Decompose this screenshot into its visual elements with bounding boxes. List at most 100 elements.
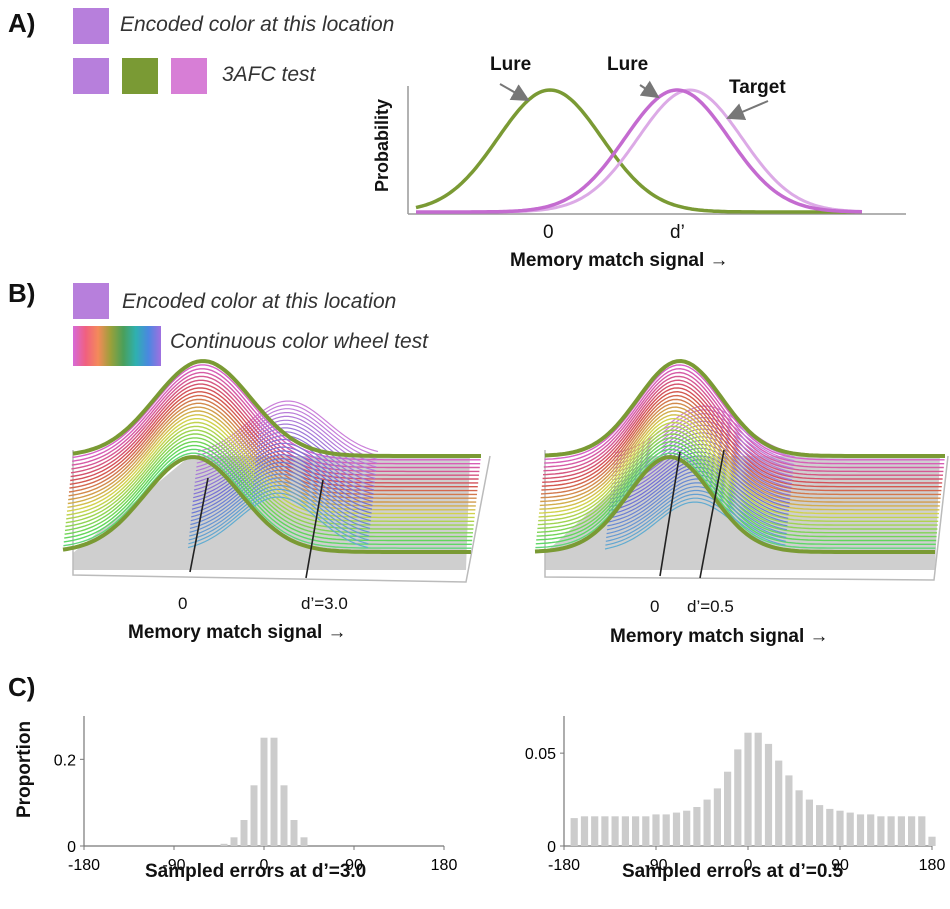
b-left-tick-0: 0 [178, 594, 188, 613]
histogram-bar [795, 790, 803, 846]
histogram-bar [816, 805, 824, 846]
target-strand [191, 465, 372, 518]
histogram-bar [897, 816, 905, 846]
target-strand [188, 492, 369, 545]
histogram-bar [280, 785, 288, 846]
histogram-bar [754, 732, 762, 846]
ribbon-strand [70, 387, 479, 484]
b-right-tick-d: d’=0.5 [687, 597, 734, 616]
histogram-bar [220, 843, 228, 846]
ribbon-strand [63, 448, 472, 545]
ribbon-strand [70, 383, 479, 480]
x-tick-label: -180 [548, 857, 580, 874]
lure-curve-green [415, 88, 862, 214]
panel-a-xlabel: Memory match signal → [510, 250, 729, 271]
ribbon-strand [67, 410, 476, 507]
histogram-d05: -180 -90 0 90 180 0 0.05 [525, 716, 946, 874]
histogram-bar [632, 816, 640, 846]
panel-a-tick-d: d’ [670, 222, 685, 243]
panel-b-label: B) [8, 278, 36, 308]
ribbon-strand [69, 391, 478, 488]
target-strand [197, 400, 379, 453]
target-strand [191, 461, 372, 514]
target-strand [195, 419, 377, 472]
back-edge [72, 359, 481, 458]
lure-right-label: Lure [607, 54, 649, 75]
x-tick-label: 180 [431, 857, 458, 874]
histogram-bar [250, 785, 258, 846]
histogram-bar [290, 820, 298, 846]
color-wheel-swatch [73, 326, 161, 366]
color-wheel-test-label: Continuous color wheel test [170, 330, 428, 353]
histogram-bar [703, 799, 711, 846]
target-strand [189, 477, 371, 529]
lure-curve-purple [416, 88, 862, 214]
histogram-bar [734, 749, 742, 846]
histogram-bar [642, 816, 650, 846]
x-tick-label: -180 [68, 857, 100, 874]
test-swatch-purple [73, 58, 109, 94]
target-strand [196, 412, 377, 464]
ribbon-strand [68, 406, 477, 503]
target-strand [192, 450, 373, 503]
histogram-bar [601, 816, 609, 846]
ribbon-strand [68, 402, 477, 499]
ribbon-strand [67, 414, 476, 511]
target-strand [190, 473, 371, 526]
test-swatch-pink [171, 58, 207, 94]
histogram-bar [570, 818, 578, 846]
histogram-bar [928, 836, 936, 846]
histogram-bar [672, 812, 681, 846]
y-tick-label: 0.05 [525, 746, 556, 763]
encoded-color-label: Encoded color at this location [120, 13, 395, 36]
ribbon-strand [71, 371, 480, 469]
x-tick-label: -90 [644, 857, 667, 874]
target-strand [193, 442, 374, 495]
ribbon-strand [72, 364, 481, 461]
histogram-bar [826, 808, 834, 846]
x-tick-label: 180 [919, 857, 946, 874]
target-arrow [726, 100, 769, 121]
mean-marker-line [189, 477, 209, 573]
histogram-bar [591, 816, 599, 846]
histogram-bar [683, 810, 691, 846]
histogram-bar [230, 837, 238, 846]
target-strand [606, 486, 787, 535]
b-left-tick-d: d’=3.0 [301, 594, 348, 613]
x-tick-label: -90 [162, 857, 185, 874]
histogram-bar [580, 816, 589, 846]
target-strand [189, 484, 370, 537]
histogram-bar [611, 816, 619, 846]
mean-marker-line [305, 479, 324, 579]
histogram-bar [887, 816, 895, 846]
target-strand [605, 493, 786, 542]
3d-plot-d3 [62, 359, 491, 583]
histogram-bar [775, 760, 783, 846]
histogram-bar [300, 837, 308, 846]
ribbon-frame [544, 450, 949, 581]
ribbon-strand [64, 441, 473, 538]
front-edge [62, 455, 471, 554]
ribbon-strand [66, 425, 475, 522]
histogram-bar [908, 816, 916, 846]
mean-marker-line [699, 449, 725, 579]
ribbon-strand [64, 444, 473, 542]
y-tick-label: 0 [547, 839, 556, 856]
ribbon-strand [66, 418, 475, 515]
histogram-bar [856, 814, 865, 846]
y-tick-label: 0.2 [54, 752, 76, 769]
panel-a-label: A) [8, 8, 36, 38]
target-strand [187, 496, 369, 549]
histogram-bar [260, 737, 268, 846]
b-right-xlabel: Memory match signal → [610, 626, 829, 647]
c-right-xlabel: Sampled errors at d’=0.5 [622, 861, 844, 882]
histogram-d3: -180 -90 0 90 180 0 0.2 [54, 716, 458, 874]
back-edge [544, 358, 945, 458]
histogram-bar [836, 810, 844, 846]
histogram-bar [877, 816, 885, 846]
b-left-xlabel: Memory match signal → [128, 622, 347, 643]
target-strand [195, 423, 376, 476]
3afc-test-label: 3AFC test [222, 63, 316, 86]
y-tick-label: 0 [67, 839, 76, 856]
